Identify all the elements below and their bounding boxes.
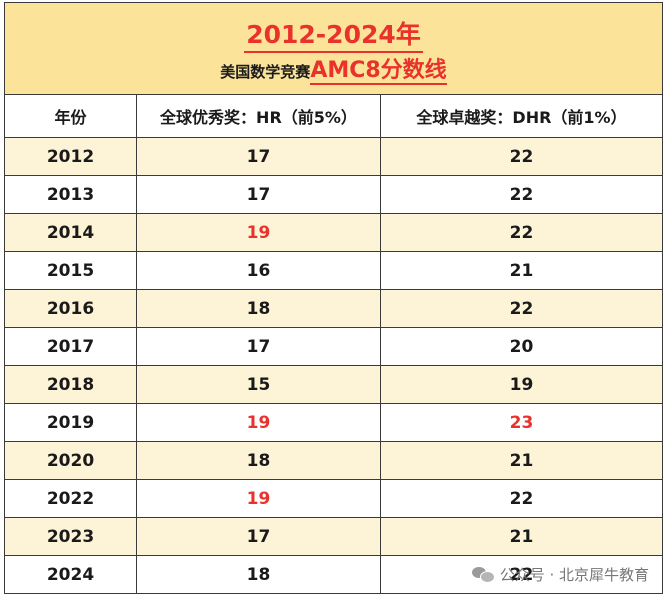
table-subtitle: 美国数学竞赛AMC8分数线 xyxy=(5,58,662,85)
score-table: 2012-2024年 美国数学竞赛AMC8分数线 年份 全球优秀奖：HR（前5%… xyxy=(4,2,663,594)
table-row: 2020 18 21 xyxy=(4,441,663,480)
cell-year: 2018 xyxy=(4,365,137,404)
cell-dhr: 20 xyxy=(380,327,663,366)
cell-year: 2023 xyxy=(4,517,137,556)
header-row: 年份 全球优秀奖：HR（前5%） 全球卓越奖：DHR（前1%） xyxy=(4,94,663,138)
table-row: 2013 17 22 xyxy=(4,175,663,214)
cell-dhr: 19 xyxy=(380,365,663,404)
cell-dhr: 22 xyxy=(380,289,663,328)
cell-hr: 19 xyxy=(136,479,381,518)
cell-dhr: 22 xyxy=(380,555,663,594)
table-row: 2017 17 20 xyxy=(4,327,663,366)
cell-year: 2022 xyxy=(4,479,137,518)
subtitle-prefix: 美国数学竞赛 xyxy=(220,63,311,81)
table-row: 2012 17 22 xyxy=(4,137,663,176)
subtitle-accent: AMC8分数线 xyxy=(310,58,447,85)
table-row: 2018 15 19 xyxy=(4,365,663,404)
cell-year: 2016 xyxy=(4,289,137,328)
table-row: 2016 18 22 xyxy=(4,289,663,328)
cell-year: 2024 xyxy=(4,555,137,594)
cell-dhr: 21 xyxy=(380,517,663,556)
cell-hr: 17 xyxy=(136,327,381,366)
cell-hr: 18 xyxy=(136,555,381,594)
cell-dhr: 22 xyxy=(380,175,663,214)
cell-hr: 18 xyxy=(136,289,381,328)
table-row: 2022 19 22 xyxy=(4,479,663,518)
table-row: 2023 17 21 xyxy=(4,517,663,556)
table-row: 2019 19 23 xyxy=(4,403,663,442)
cell-year: 2013 xyxy=(4,175,137,214)
cell-dhr: 22 xyxy=(380,479,663,518)
header-dhr: 全球卓越奖：DHR（前1%） xyxy=(380,94,663,138)
cell-hr: 16 xyxy=(136,251,381,290)
cell-dhr: 22 xyxy=(380,213,663,252)
header-hr: 全球优秀奖：HR（前5%） xyxy=(136,94,381,138)
table-title-block: 2012-2024年 美国数学竞赛AMC8分数线 xyxy=(4,2,663,95)
table-body: 2012 17 22 2013 17 22 2014 19 22 2015 16 21 2016 18 22… xyxy=(4,137,663,594)
cell-hr: 17 xyxy=(136,137,381,176)
cell-dhr: 22 xyxy=(380,137,663,176)
cell-hr: 18 xyxy=(136,441,381,480)
cell-dhr: 21 xyxy=(380,441,663,480)
table-row: 2024 18 22 xyxy=(4,555,663,594)
cell-dhr: 23 xyxy=(380,403,663,442)
cell-hr: 17 xyxy=(136,517,381,556)
cell-hr: 19 xyxy=(136,213,381,252)
cell-year: 2012 xyxy=(4,137,137,176)
table-row: 2014 19 22 xyxy=(4,213,663,252)
cell-hr: 17 xyxy=(136,175,381,214)
cell-hr: 15 xyxy=(136,365,381,404)
cell-year: 2020 xyxy=(4,441,137,480)
cell-hr: 19 xyxy=(136,403,381,442)
cell-year: 2019 xyxy=(4,403,137,442)
cell-year: 2015 xyxy=(4,251,137,290)
cell-year: 2017 xyxy=(4,327,137,366)
cell-dhr: 21 xyxy=(380,251,663,290)
table-row: 2015 16 21 xyxy=(4,251,663,290)
cell-year: 2014 xyxy=(4,213,137,252)
header-year: 年份 xyxy=(4,94,137,138)
score-table-sheet: 2012-2024年 美国数学竞赛AMC8分数线 年份 全球优秀奖：HR（前5%… xyxy=(4,2,663,594)
table-title: 2012-2024年 xyxy=(244,19,423,53)
